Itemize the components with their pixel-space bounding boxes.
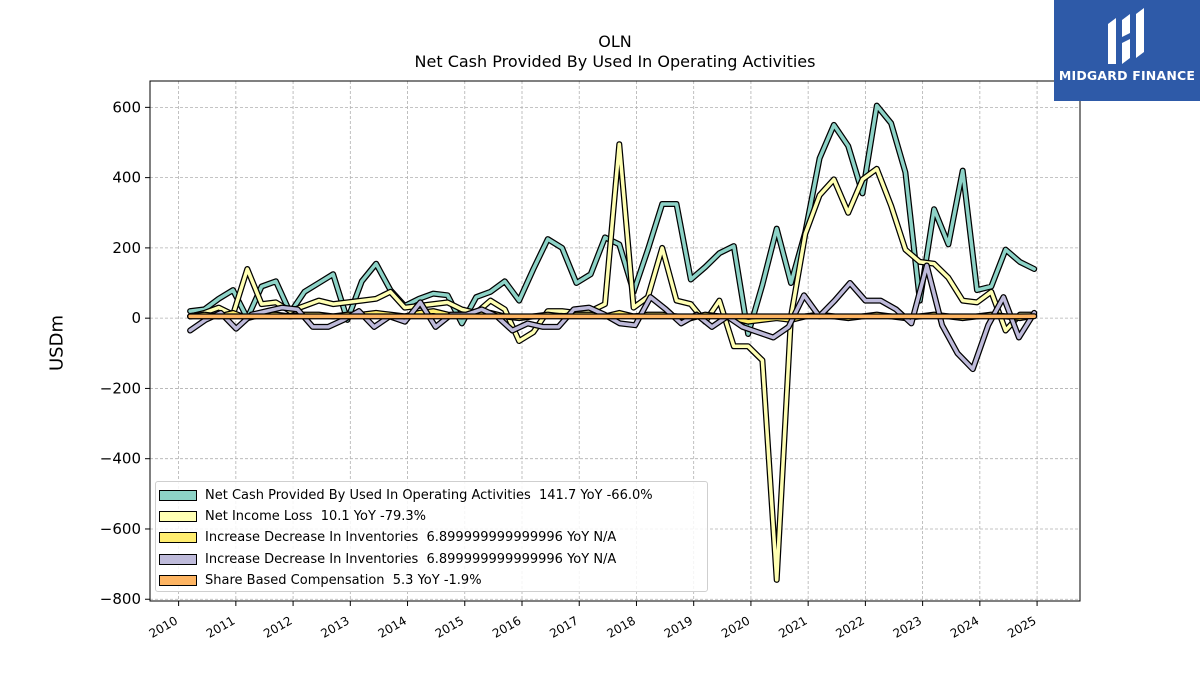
x-tick-label: 2018 <box>605 613 638 640</box>
y-tick-label: 600 <box>112 98 141 116</box>
chart-legend: Net Cash Provided By Used In Operating A… <box>155 481 708 592</box>
y-tick-label: −600 <box>100 520 141 538</box>
series-lines <box>187 102 1038 583</box>
y-tick-label: 0 <box>131 309 141 327</box>
legend-item: Increase Decrease In Inventories 6.89999… <box>159 527 707 548</box>
x-tick-label: 2017 <box>547 613 580 640</box>
y-tick-label: 400 <box>112 169 141 187</box>
x-tick-label: 2021 <box>776 613 809 640</box>
legend-swatch <box>159 490 197 502</box>
legend-label: Increase Decrease In Inventories 6.89999… <box>205 551 617 567</box>
logo-text: MIDGARD FINANCE <box>1058 68 1196 83</box>
x-tick-label: 2014 <box>376 613 409 640</box>
x-tick-label: 2023 <box>891 613 924 640</box>
legend-label: Net Cash Provided By Used In Operating A… <box>205 488 653 504</box>
y-tick-label: −800 <box>100 590 141 608</box>
x-tick-label: 2013 <box>318 613 351 640</box>
y-axis-label: USDm <box>46 315 68 371</box>
x-tick-label: 2016 <box>490 613 523 640</box>
legend-swatch <box>159 511 197 523</box>
y-tick-label: −400 <box>100 450 141 468</box>
midgard-finance-logo: MIDGARD FINANCE <box>1054 0 1200 101</box>
plot-frame <box>149 80 1081 602</box>
legend-swatch <box>159 532 197 544</box>
series-line-1 <box>188 142 1036 582</box>
x-tick-label: 2019 <box>662 613 695 640</box>
x-tick-label: 2025 <box>1005 613 1038 640</box>
legend-swatch <box>159 553 197 565</box>
legend-item: Net Income Loss 10.1 YoY -79.3% <box>159 506 707 527</box>
x-tick-label: 2015 <box>433 613 466 640</box>
legend-label: Share Based Compensation 5.3 YoY -1.9% <box>205 572 482 588</box>
legend-item: Net Cash Provided By Used In Operating A… <box>159 485 707 506</box>
y-tick-label: 200 <box>112 239 141 257</box>
x-tick-label: 2024 <box>948 613 981 640</box>
legend-swatch <box>159 574 197 586</box>
x-tick-label: 2011 <box>204 613 237 640</box>
legend-item: Share Based Compensation 5.3 YoY -1.9% <box>159 570 707 591</box>
legend-item: Increase Decrease In Inventories 6.89999… <box>159 549 707 570</box>
chart-title: Net Cash Provided By Used In Operating A… <box>414 52 816 71</box>
x-tick-label: 2022 <box>833 613 866 640</box>
legend-label: Increase Decrease In Inventories 6.89999… <box>205 530 617 546</box>
legend-label: Net Income Loss 10.1 YoY -79.3% <box>205 509 427 525</box>
midgard-logo-icon <box>1108 8 1144 64</box>
chart-title-ticker: OLN <box>598 32 632 51</box>
x-tick-label: 2010 <box>147 613 180 640</box>
y-tick-label: −200 <box>100 379 141 397</box>
x-tick-label: 2020 <box>719 613 752 640</box>
x-tick-label: 2012 <box>261 613 294 640</box>
